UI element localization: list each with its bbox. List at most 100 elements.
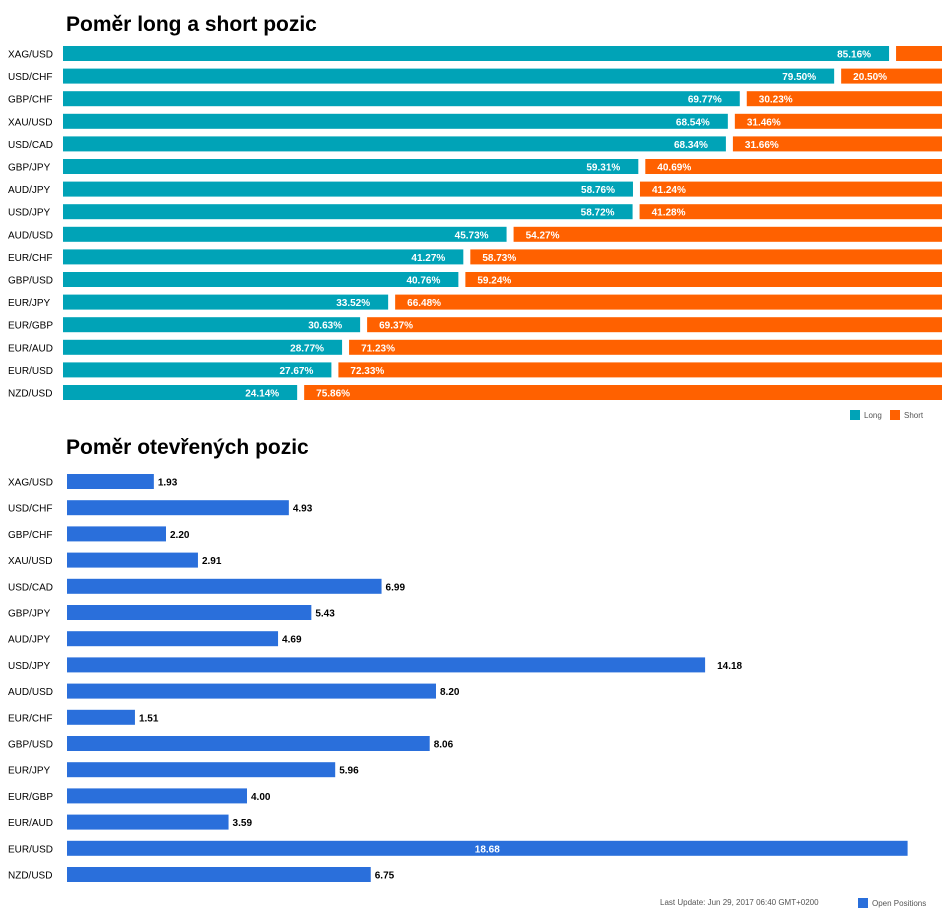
long-bar: [63, 91, 740, 107]
open-positions-value-label: 5.96: [339, 766, 359, 777]
open-positions-value-label: 6.99: [386, 582, 406, 593]
short-bar: [746, 91, 942, 107]
category-label: EUR/JPY: [8, 766, 51, 777]
category-label: USD/JPY: [8, 208, 51, 219]
short-value-label: 69.37%: [379, 321, 413, 332]
long-bar: [63, 204, 633, 220]
open-positions-bar: [67, 709, 135, 725]
category-label: XAU/USD: [8, 556, 52, 567]
legend-short-label: Short: [904, 411, 924, 420]
open-positions-value-label: 1.51: [139, 713, 159, 724]
open-positions-value-label: 4.93: [293, 504, 313, 515]
short-bar: [349, 339, 942, 355]
long-bar: [63, 181, 633, 197]
long-bar: [63, 226, 507, 242]
open-positions-bar: [67, 762, 336, 778]
short-bar: [639, 181, 942, 197]
long-bar: [63, 136, 726, 152]
short-value-label: 41.28%: [652, 208, 686, 219]
chart-title-long-short: Poměr long a short pozic: [66, 13, 317, 36]
short-bar: [896, 46, 942, 61]
open-positions-bar: [67, 552, 198, 568]
category-label: USD/JPY: [8, 661, 51, 672]
category-label: GBP/CHF: [8, 530, 52, 541]
open-positions-bar: [67, 474, 154, 489]
long-bar: [63, 294, 389, 310]
category-label: EUR/USD: [8, 366, 53, 377]
open-positions-value-label: 14.18: [717, 661, 742, 672]
short-bar: [470, 249, 942, 265]
long-short-chart: XAG/USD 85.16% USD/CHF 79.50% 20.50% GBP/CHF 6…: [8, 46, 942, 420]
long-bar: [63, 362, 332, 378]
category-label: AUD/JPY: [8, 185, 51, 196]
open-positions-value-label: 2.91: [202, 556, 222, 567]
short-value-label: 30.23%: [759, 95, 793, 106]
category-label: NZD/USD: [8, 389, 52, 400]
short-value-label: 72.33%: [350, 366, 384, 377]
category-label: GBP/USD: [8, 276, 53, 287]
category-label: XAU/USD: [8, 117, 52, 128]
open-positions-bar: [67, 631, 279, 647]
category-label: EUR/AUD: [8, 343, 53, 354]
open-positions-bar: [67, 526, 166, 542]
open-positions-value-label: 2.20: [170, 530, 190, 541]
short-value-label: 31.46%: [747, 117, 781, 128]
legend-long-swatch: [850, 410, 860, 420]
category-label: USD/CAD: [8, 582, 53, 593]
long-value-label: 45.73%: [455, 230, 489, 241]
long-value-label: 59.31%: [586, 163, 620, 174]
short-value-label: 59.24%: [477, 276, 511, 287]
open-positions-bar: [67, 683, 436, 699]
long-value-label: 30.63%: [308, 321, 342, 332]
open-positions-value-label: 1.93: [158, 478, 178, 489]
long-bar: [63, 339, 343, 355]
category-label: EUR/GBP: [8, 321, 53, 332]
legend-short-swatch: [890, 410, 900, 420]
open-positions-bar: [67, 840, 908, 856]
short-bar: [304, 385, 942, 400]
category-label: EUR/USD: [8, 844, 53, 855]
short-value-label: 20.50%: [853, 72, 887, 83]
long-value-label: 85.16%: [837, 50, 871, 61]
long-value-label: 58.72%: [581, 208, 615, 219]
legend-long-label: Long: [864, 411, 882, 420]
short-value-label: 31.66%: [745, 140, 779, 151]
open-positions-value-label: 8.20: [440, 687, 460, 698]
short-value-label: 71.23%: [361, 343, 395, 354]
long-value-label: 68.34%: [674, 140, 708, 151]
short-value-label: 54.27%: [526, 230, 560, 241]
short-value-label: 58.73%: [482, 253, 516, 264]
long-bar: [63, 317, 361, 333]
long-value-label: 68.54%: [676, 117, 710, 128]
category-label: EUR/CHF: [8, 713, 52, 724]
category-label: XAG/USD: [8, 50, 53, 61]
category-label: EUR/CHF: [8, 253, 52, 264]
short-value-label: 40.69%: [657, 163, 691, 174]
long-bar: [63, 113, 728, 129]
open-positions-bar: [67, 578, 382, 594]
open-positions-value-label: 5.43: [315, 609, 335, 620]
open-positions-value-label: 4.69: [282, 635, 302, 646]
open-positions-bar: [67, 867, 371, 882]
category-label: AUD/USD: [8, 687, 53, 698]
long-value-label: 58.76%: [581, 185, 615, 196]
chart-title-open-positions: Poměr otevřených pozic: [66, 436, 309, 459]
category-label: GBP/JPY: [8, 163, 51, 174]
category-label: GBP/CHF: [8, 95, 52, 106]
short-bar: [732, 136, 942, 152]
open-positions-value-label: 6.75: [375, 871, 395, 882]
short-bar: [841, 68, 942, 84]
open-positions-bar: [67, 500, 289, 516]
category-label: AUD/JPY: [8, 635, 51, 646]
category-label: USD/CHF: [8, 504, 52, 515]
category-label: AUD/USD: [8, 230, 53, 241]
open-positions-value-label: 18.68: [475, 844, 500, 855]
short-bar: [734, 113, 942, 129]
short-bar: [639, 204, 942, 220]
category-label: EUR/JPY: [8, 298, 51, 309]
long-bar: [63, 249, 464, 265]
long-value-label: 28.77%: [290, 343, 324, 354]
long-bar: [63, 68, 835, 84]
short-bar: [395, 294, 942, 310]
